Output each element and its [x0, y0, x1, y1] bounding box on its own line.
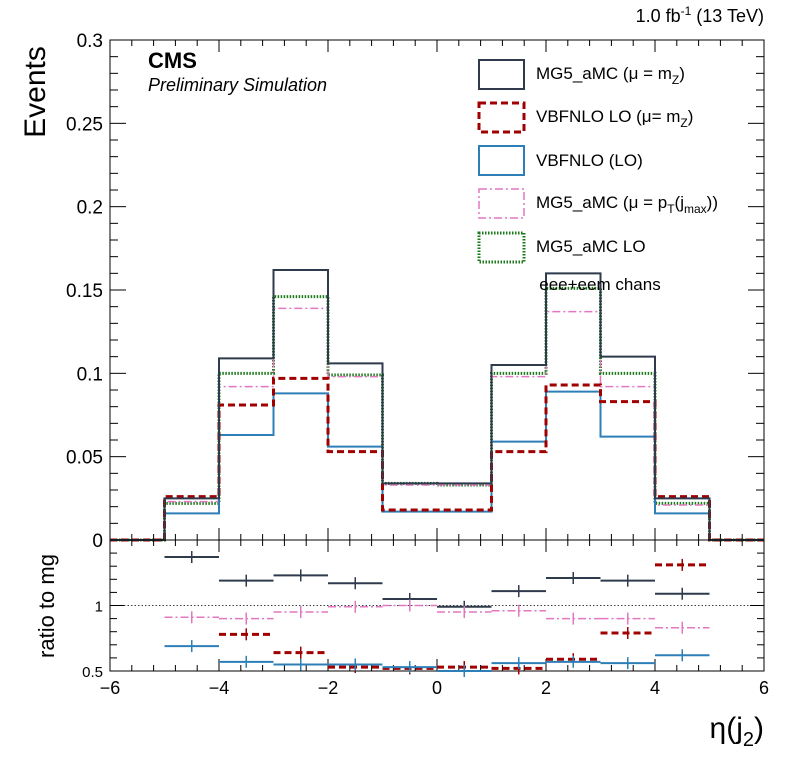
y-tick-label-main: 0.3 — [77, 31, 103, 52]
lumi-energy: (13 TeV) — [691, 6, 764, 26]
legend-swatch-vbfnlo-lo — [478, 145, 525, 176]
legend-label-vbfnlo-lo-mz-sub: Z — [680, 116, 687, 130]
y-tick-label-ratio: 1 — [95, 599, 103, 616]
y-tick-label-main: 0 — [92, 531, 103, 552]
x-axis-title-sub: 2 — [743, 729, 754, 751]
legend-label-vbfnlo-lo-mz-text: VBFNLO LO (μ= m — [536, 107, 680, 126]
y-tick-label-ratio: 0.5 — [82, 664, 103, 681]
legend-swatch-vbfnlo-lo-mz — [477, 101, 526, 134]
x-tick-label: 6 — [759, 678, 769, 698]
x-tick-label: −2 — [318, 678, 339, 698]
histogram-series-2 — [110, 390, 764, 541]
x-tick-label: 0 — [432, 678, 442, 698]
main-plot: 0 0.05 0.1 0.15 0.2 0.25 0.3 — [66, 31, 765, 552]
histogram-series-3 — [110, 307, 764, 541]
cms-label: CMS — [148, 48, 197, 73]
legend-label-mg5-pt-tail: (j — [675, 193, 684, 212]
legend-label-mg5-mz-sub: Z — [672, 73, 679, 87]
legend-label-vbfnlo-lo: VBFNLO (LO) — [536, 151, 643, 170]
legend-swatch-mg5-pt — [478, 188, 525, 219]
legend-label-mg5-mz-tail: ) — [679, 64, 685, 83]
x-tick-label: 2 — [541, 678, 551, 698]
y-tick-label-main: 0.2 — [77, 198, 103, 219]
legend-label-mg5-mz-text: MG5_aMC (μ = m — [536, 64, 672, 83]
legend-label-mg5-pt: MG5_aMC (μ = pT(jmax)) — [536, 193, 718, 216]
legend: MG5_aMC (μ = mZ) VBFNLO LO (μ= mZ) VBFNL… — [477, 59, 718, 264]
x-tick-label: −6 — [100, 678, 121, 698]
y-tick-label-main: 0.15 — [66, 281, 103, 302]
lumi-label: 1.0 fb-1 (13 TeV) — [636, 4, 764, 26]
lumi-value: 1.0 fb — [636, 6, 681, 26]
y-tick-label-main: 0.05 — [66, 448, 103, 469]
x-tick-label: −4 — [209, 678, 230, 698]
legend-label-vbfnlo-lo-mz-tail: ) — [688, 107, 694, 126]
legend-label-mg5-pt-text: MG5_aMC (μ = p — [536, 193, 667, 212]
x-axis-title-tail: ) — [754, 712, 764, 745]
x-axis-title-text: η(j — [710, 712, 743, 745]
histogram-series-0 — [110, 269, 764, 541]
ratio-plot: −6 −4 −2 0 2 4 6 0.5 1 — [82, 539, 769, 698]
cms-sublabel: Preliminary Simulation — [148, 75, 327, 95]
legend-label-mg5-pt-sub: T — [667, 202, 675, 216]
legend-label-mg5-mz: MG5_aMC (μ = mZ) — [536, 64, 685, 87]
histogram-series-4 — [110, 286, 764, 542]
channel-label: eee+eem chans — [539, 275, 660, 294]
y-axis-title-main: Events — [19, 46, 52, 138]
legend-swatch-mg5-mz — [478, 59, 525, 90]
y-axis-title-ratio: ratio to mg — [34, 554, 59, 658]
legend-swatch-mg5-lo — [477, 231, 526, 264]
x-axis-title: η(j2) — [710, 712, 764, 751]
histogram-series-1 — [110, 376, 764, 542]
legend-label-vbfnlo-lo-mz: VBFNLO LO (μ= mZ) — [536, 107, 693, 130]
legend-label-mg5-pt-tail2: )) — [707, 193, 718, 212]
lumi-exponent: -1 — [681, 4, 692, 18]
y-tick-label-main: 0.1 — [77, 364, 103, 385]
y-tick-label-main: 0.25 — [66, 114, 103, 135]
legend-label-mg5-lo: MG5_aMC LO — [536, 237, 646, 256]
x-tick-label: 4 — [650, 678, 660, 698]
legend-label-mg5-pt-sub2: max — [684, 202, 707, 216]
